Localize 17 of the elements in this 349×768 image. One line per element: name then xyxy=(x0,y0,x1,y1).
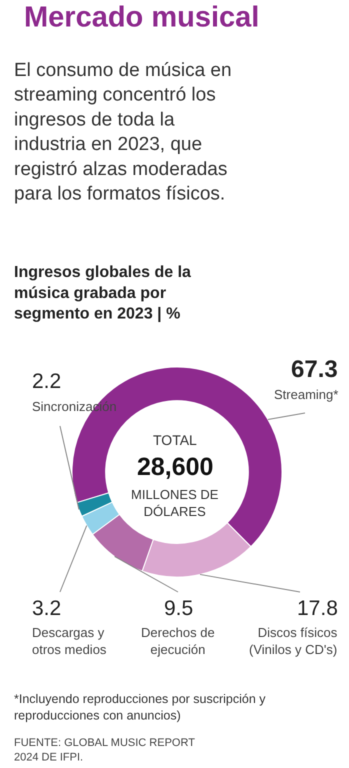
text: Ingresos globales de la música grabada por segmento en 2023 | % xyxy=(14,264,192,323)
data-label: 3.2 xyxy=(32,597,62,620)
chart-subtitle: El consumo de música en streaming concentró los ingresos de toda la industria en 2023, que registró alzas moderadas para los formatos físicos. xyxy=(14,60,232,204)
data-label: 9.5 xyxy=(164,597,194,620)
slice-label: Descargas y otros medios xyxy=(32,625,107,657)
slice-label: Discos físicos (Vinilos y CD's) xyxy=(249,625,338,657)
text: TOTAL xyxy=(153,432,198,448)
data-label: 17.8 xyxy=(297,597,338,620)
source-note: FUENTE: GLOBAL MUSIC REPORT 2024 DE IFPI. xyxy=(14,737,196,764)
slice-label: Streaming* xyxy=(274,387,338,402)
chart-title: Mercado musical xyxy=(24,1,260,34)
data-label: 2.2 xyxy=(32,370,62,393)
text: 28,600 xyxy=(137,453,214,481)
text: *Incluyendo reproducciones por suscripción y reproducciones con anuncios) xyxy=(14,692,266,722)
data-label: 67.3 xyxy=(291,356,338,383)
text: MILLONES DE DÓLARES xyxy=(131,487,219,519)
slice-label: Derechos de ejecución xyxy=(141,625,215,657)
